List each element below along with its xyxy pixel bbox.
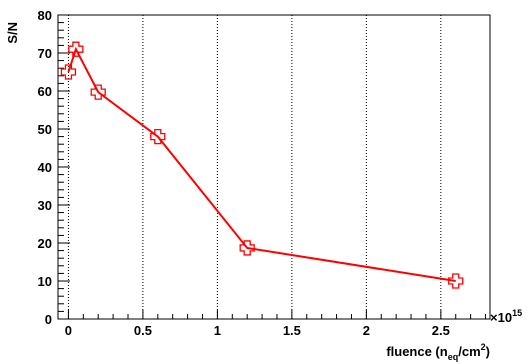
x-tick-label: 0.5 <box>134 323 152 338</box>
x-tick-label: 1.5 <box>283 323 301 338</box>
y-tick-label: 40 <box>38 160 52 175</box>
y-axis-title: S/N <box>5 22 20 44</box>
y-tick-label: 80 <box>38 8 52 23</box>
x-tick-label: 1 <box>214 323 221 338</box>
x-tick-label: 2.5 <box>432 323 450 338</box>
x-axis: 0 0.5 1 1.5 2 2.5 <box>65 310 487 338</box>
x-multiplier: ×1015 <box>490 308 522 325</box>
y-tick-label: 60 <box>38 84 52 99</box>
data-point-marker <box>448 273 464 289</box>
x-multiplier-base: ×10 <box>490 310 512 325</box>
data-point-marker <box>68 41 84 57</box>
x-axis-title-unit: /cm <box>458 344 480 359</box>
series-line <box>67 46 456 282</box>
y-tick-label: 50 <box>38 122 52 137</box>
x-tick-label: 0 <box>65 323 72 338</box>
data-point-marker <box>239 240 255 256</box>
data-point-marker <box>60 64 77 80</box>
y-tick-label: 30 <box>38 198 52 213</box>
x-axis-title-superscript: 2 <box>481 342 486 352</box>
data-point-marker <box>150 128 166 145</box>
y-tick-label: 20 <box>38 236 52 251</box>
x-axis-title-main: fluence (n <box>386 344 447 359</box>
y-tick-label: 0 <box>45 312 52 327</box>
data-point-marker <box>90 84 106 100</box>
y-tick-label: 10 <box>38 274 52 289</box>
x-tick-label: 2 <box>363 323 370 338</box>
x-multiplier-exponent: 15 <box>512 308 522 318</box>
x-axis-title-close: ) <box>486 344 490 359</box>
y-axis: 0 10 20 30 40 50 60 70 80 <box>38 8 70 327</box>
data-series <box>60 41 464 289</box>
x-axis-title-subscript: eq <box>448 352 459 362</box>
x-axis-title: fluence (neq/cm2) <box>386 342 490 362</box>
y-tick-label: 70 <box>38 46 52 61</box>
